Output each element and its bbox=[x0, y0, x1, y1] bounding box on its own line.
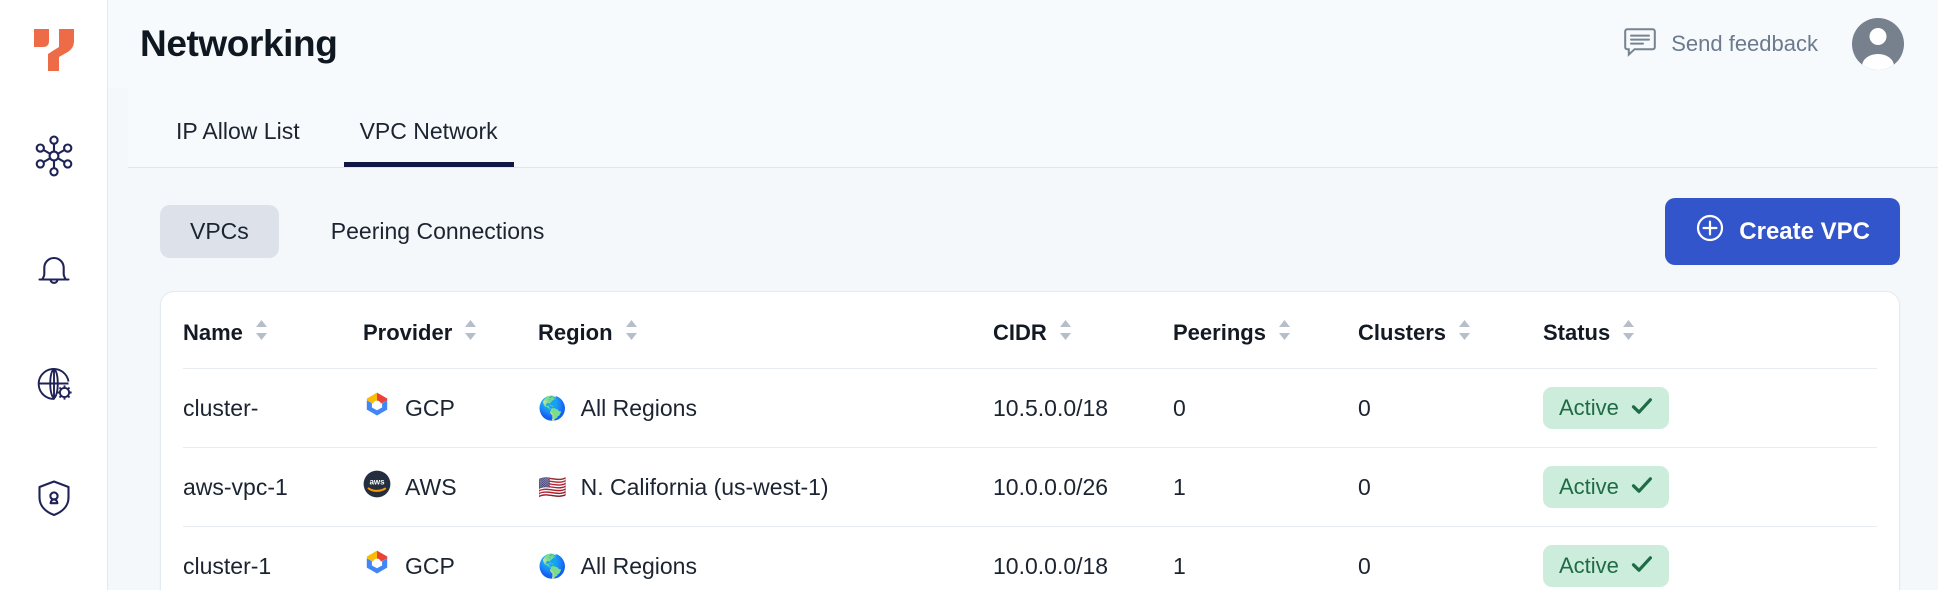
plus-circle-icon bbox=[1695, 213, 1725, 250]
check-icon bbox=[1631, 395, 1653, 421]
column-label: Provider bbox=[363, 320, 453, 345]
cell-peerings: 1 bbox=[1173, 552, 1186, 579]
cell-clusters: 0 bbox=[1358, 368, 1543, 448]
sort-arrows-icon[interactable] bbox=[1456, 318, 1473, 348]
check-icon bbox=[1631, 553, 1653, 579]
status-badge: Active bbox=[1543, 466, 1669, 508]
column-header-peerings[interactable]: Peerings bbox=[1173, 292, 1358, 369]
status-badge: Active bbox=[1543, 387, 1669, 429]
create-vpc-button[interactable]: Create VPC bbox=[1665, 198, 1900, 265]
table-row[interactable]: cluster- bbox=[183, 368, 1877, 448]
check-icon bbox=[1631, 474, 1653, 500]
globe-emoji: 🌎 bbox=[538, 552, 567, 579]
bell-icon bbox=[33, 249, 75, 291]
cell-provider: GCP bbox=[363, 527, 538, 590]
create-vpc-label: Create VPC bbox=[1739, 217, 1870, 245]
cell-provider: aws AWS bbox=[363, 447, 538, 527]
column-header-clusters[interactable]: Clusters bbox=[1358, 292, 1543, 369]
svg-text:aws: aws bbox=[369, 478, 385, 487]
cell-region: 🇺🇸 N. California (us-west-1) bbox=[538, 447, 993, 527]
sidebar-item-networking[interactable] bbox=[18, 348, 90, 420]
gcp-logo-icon bbox=[363, 391, 391, 425]
column-header-name[interactable]: Name bbox=[183, 292, 363, 369]
sidebar-item-clusters[interactable] bbox=[18, 120, 90, 192]
sidebar-item-security[interactable] bbox=[18, 462, 90, 534]
tab-ip-allow-list[interactable]: IP Allow List bbox=[176, 118, 300, 144]
region-label: N. California (us-west-1) bbox=[580, 473, 829, 500]
globe-emoji: 🌎 bbox=[538, 394, 567, 421]
status-label: Active bbox=[1559, 395, 1619, 420]
send-feedback-label: Send feedback bbox=[1671, 31, 1818, 56]
sort-arrows-icon[interactable] bbox=[623, 318, 640, 348]
column-header-cidr[interactable]: CIDR bbox=[993, 292, 1173, 369]
sort-arrows-icon[interactable] bbox=[1276, 318, 1293, 348]
column-label: Peerings bbox=[1173, 320, 1266, 345]
table-row[interactable]: aws-vpc-1 aws bbox=[183, 447, 1877, 527]
column-header-status[interactable]: Status bbox=[1543, 292, 1877, 369]
page-header: Networking Send feedback bbox=[108, 0, 1938, 88]
cell-status: Active bbox=[1543, 447, 1877, 527]
provider-label: AWS bbox=[405, 473, 457, 500]
region-label: All Regions bbox=[580, 552, 697, 579]
cell-clusters: 0 bbox=[1358, 447, 1543, 527]
column-label: Name bbox=[183, 320, 243, 345]
sort-arrows-icon[interactable] bbox=[462, 318, 479, 348]
cell-status: Active bbox=[1543, 368, 1877, 448]
us-flag-emoji: 🇺🇸 bbox=[538, 473, 567, 500]
cell-cidr: 10.0.0.0/18 bbox=[993, 552, 1109, 579]
region-label: All Regions bbox=[580, 394, 697, 421]
provider-label: GCP bbox=[405, 552, 455, 579]
vpc-table-card: Name Provider bbox=[160, 291, 1900, 590]
column-label: Status bbox=[1543, 320, 1611, 345]
shield-lock-icon bbox=[33, 477, 75, 519]
table-header-row: Name Provider bbox=[183, 292, 1877, 369]
cell-peerings: 1 bbox=[1173, 447, 1358, 527]
sidebar bbox=[0, 0, 108, 590]
cell-provider: GCP bbox=[363, 368, 538, 448]
cell-cidr: 10.0.0.0/26 bbox=[993, 447, 1173, 527]
sort-arrows-icon[interactable] bbox=[253, 318, 270, 348]
column-label: Region bbox=[538, 320, 613, 345]
column-label: Clusters bbox=[1358, 320, 1447, 345]
content-area: VPCs Peering Connections Create VPC bbox=[108, 168, 1938, 590]
gcp-logo-icon bbox=[363, 549, 391, 583]
cell-cidr: 10.5.0.0/18 bbox=[993, 368, 1173, 448]
status-label: Active bbox=[1559, 474, 1619, 499]
vpc-table: Name Provider bbox=[183, 292, 1877, 590]
cell-peerings: 0 bbox=[1173, 368, 1358, 448]
provider-label: GCP bbox=[405, 394, 455, 421]
table-row[interactable]: cluster-1 bbox=[183, 527, 1877, 590]
cell-clusters: 0 bbox=[1358, 552, 1371, 579]
send-feedback-button[interactable]: Send feedback bbox=[1623, 26, 1818, 63]
cell-name: cluster- bbox=[183, 368, 363, 448]
cell-name: aws-vpc-1 bbox=[183, 447, 363, 527]
main-region: Networking Send feedback IP Allow List V… bbox=[108, 0, 1938, 590]
sort-arrows-icon[interactable] bbox=[1057, 318, 1074, 348]
cell-region: 🌎 All Regions bbox=[538, 527, 993, 590]
column-label: CIDR bbox=[993, 320, 1047, 345]
globe-gear-icon bbox=[32, 362, 76, 406]
sidebar-item-alerts[interactable] bbox=[18, 234, 90, 306]
tab-vpc-network[interactable]: VPC Network bbox=[343, 118, 514, 167]
yugabyte-logo[interactable] bbox=[18, 14, 90, 86]
page-title: Networking bbox=[140, 23, 338, 64]
primary-tabs: IP Allow List VPC Network bbox=[128, 88, 1938, 168]
status-badge: Active bbox=[1543, 545, 1669, 587]
subtab-vpcs[interactable]: VPCs bbox=[160, 205, 279, 258]
cluster-nodes-icon bbox=[33, 135, 75, 177]
cell-name: cluster-1 bbox=[183, 552, 272, 579]
table-toolbar: VPCs Peering Connections Create VPC bbox=[160, 198, 1900, 265]
user-avatar-icon[interactable] bbox=[1852, 18, 1904, 70]
column-header-provider[interactable]: Provider bbox=[363, 292, 538, 369]
feedback-bubble-icon bbox=[1623, 26, 1657, 63]
cell-region: 🌎 All Regions bbox=[538, 368, 993, 448]
subtab-peering-connections[interactable]: Peering Connections bbox=[330, 218, 545, 244]
status-label: Active bbox=[1559, 553, 1619, 578]
cell-status: Active bbox=[1543, 527, 1877, 590]
column-header-region[interactable]: Region bbox=[538, 292, 993, 369]
sort-arrows-icon[interactable] bbox=[1620, 318, 1637, 348]
aws-logo-icon: aws bbox=[363, 470, 391, 504]
